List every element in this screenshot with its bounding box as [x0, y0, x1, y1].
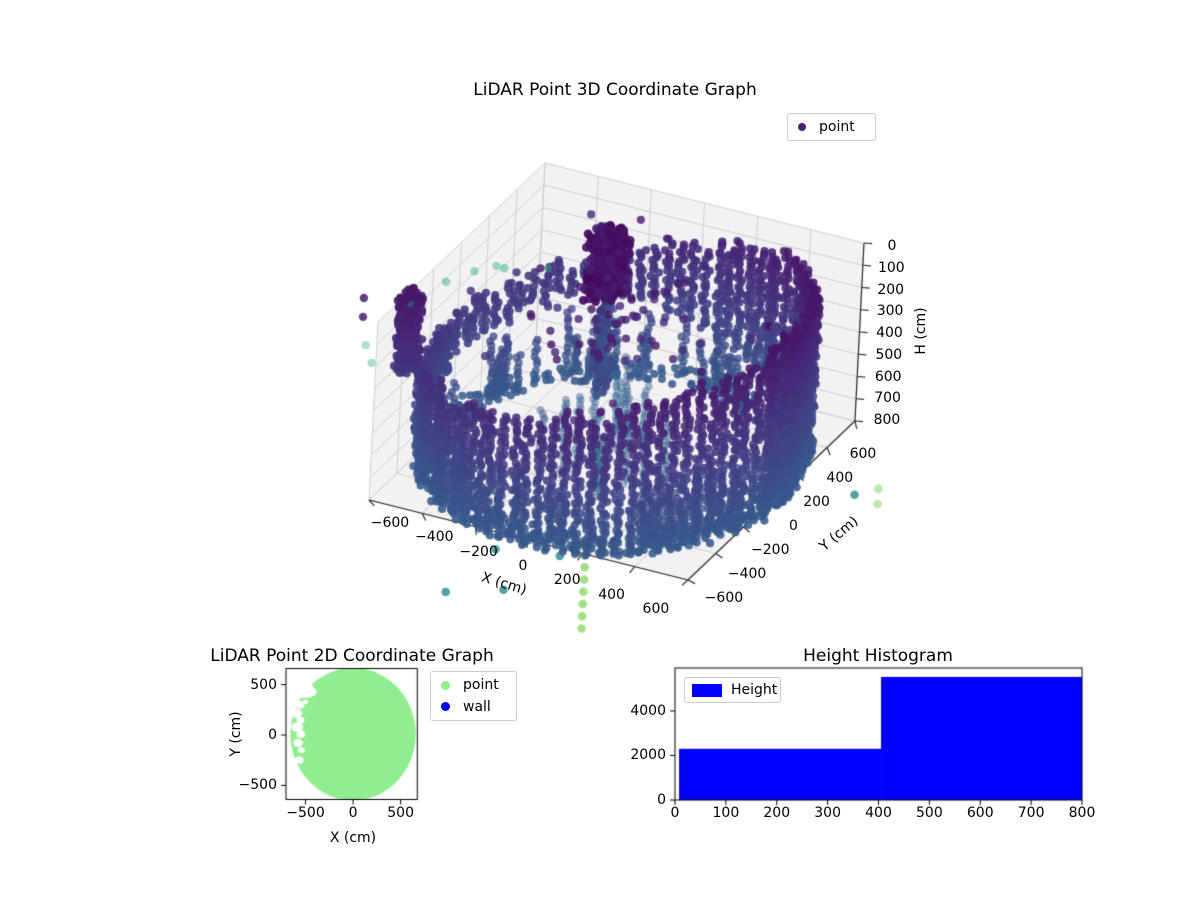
- plot3d-ytick-label: −400: [727, 566, 767, 583]
- hist-xtick-label: 800: [1068, 805, 1096, 821]
- hist-xtick-label: 600: [966, 805, 994, 821]
- point-marker-icon: [798, 123, 806, 131]
- plot3d-ytick-label: 0: [788, 518, 798, 535]
- plot3d-xtick-label: −600: [370, 514, 410, 531]
- plot3d-ytick-label: 200: [803, 494, 830, 511]
- hist-xtick-label: 100: [712, 805, 740, 821]
- hist-xtick-label: 200: [763, 805, 791, 821]
- hist-ytick-label: 4000: [630, 702, 666, 719]
- plot3d-ztick-label: 200: [877, 281, 905, 298]
- plot2d-legend: point wall: [430, 671, 517, 721]
- plot3d-ztick-label: 800: [873, 412, 901, 429]
- height-legend-patch: [692, 683, 722, 697]
- hist-legend: Height: [684, 677, 781, 703]
- plot3d-ztick-label: 300: [876, 303, 904, 320]
- wall-marker-icon: [441, 702, 450, 712]
- plot2d-legend-label-wall: wall: [463, 698, 491, 715]
- point-marker-icon: [441, 680, 450, 690]
- plot2d-ytick-label: −500: [238, 777, 277, 794]
- hist-xtick-label: 400: [865, 805, 892, 821]
- plot3d-ztick-label: 400: [876, 325, 903, 342]
- plot3d-ytick-label: −600: [704, 590, 744, 607]
- plot3d-ytick-label: 600: [849, 446, 877, 463]
- plot2d-yaxis-label: Y (cm): [228, 711, 244, 757]
- plot3d-zaxis-label: H (cm): [913, 307, 929, 355]
- plot3d-xtick-label: −200: [459, 543, 498, 560]
- plot3d-ztick-label: 100: [877, 259, 905, 276]
- plot3d-xtick-label: 200: [553, 572, 581, 589]
- plot3d-ztick-label: 0: [887, 238, 897, 255]
- plot3d-title: LiDAR Point 3D Coordinate Graph: [473, 80, 757, 100]
- plot3d-ytick-label: −200: [751, 542, 790, 559]
- plot3d-legend: point: [787, 113, 876, 141]
- plot3d-ztick-label: 500: [875, 346, 903, 363]
- hist-title: Height Histogram: [803, 646, 953, 666]
- plot2d-xaxis-label: X (cm): [329, 830, 377, 846]
- plot3d-ytick-label: 400: [826, 470, 854, 487]
- plot2d-ytick-label: 500: [250, 676, 277, 693]
- hist-xtick-label: 700: [1017, 805, 1045, 821]
- hist-ytick-label: 2000: [630, 747, 666, 764]
- plot3d-xtick-label: −400: [415, 529, 454, 546]
- plot2d-ytick-label: 0: [268, 727, 277, 743]
- hist-xtick-label: 500: [916, 805, 943, 821]
- plot2d-legend-label-point: point: [463, 677, 499, 694]
- plot3d-xtick-label: 0: [518, 558, 528, 574]
- plot3d-xtick-label: 400: [598, 586, 625, 603]
- plot2d-title: LiDAR Point 2D Coordinate Graph: [210, 646, 494, 666]
- plot2d-xtick-label: 500: [387, 804, 415, 821]
- hist-legend-label-height: Height: [731, 682, 778, 698]
- plot3d-xtick-label: 600: [642, 601, 670, 618]
- plot2d-xtick-label: 0: [348, 804, 358, 821]
- plot2d-xtick-label: −500: [286, 804, 325, 821]
- hist-ytick-label: 0: [657, 792, 666, 808]
- plot3d-legend-label-point: point: [819, 119, 855, 135]
- plot3d-ztick-label: 600: [874, 368, 902, 385]
- plot3d-ztick-label: 700: [874, 390, 901, 407]
- hist-xtick-label: 0: [670, 805, 680, 821]
- hist-xtick-label: 300: [814, 805, 841, 821]
